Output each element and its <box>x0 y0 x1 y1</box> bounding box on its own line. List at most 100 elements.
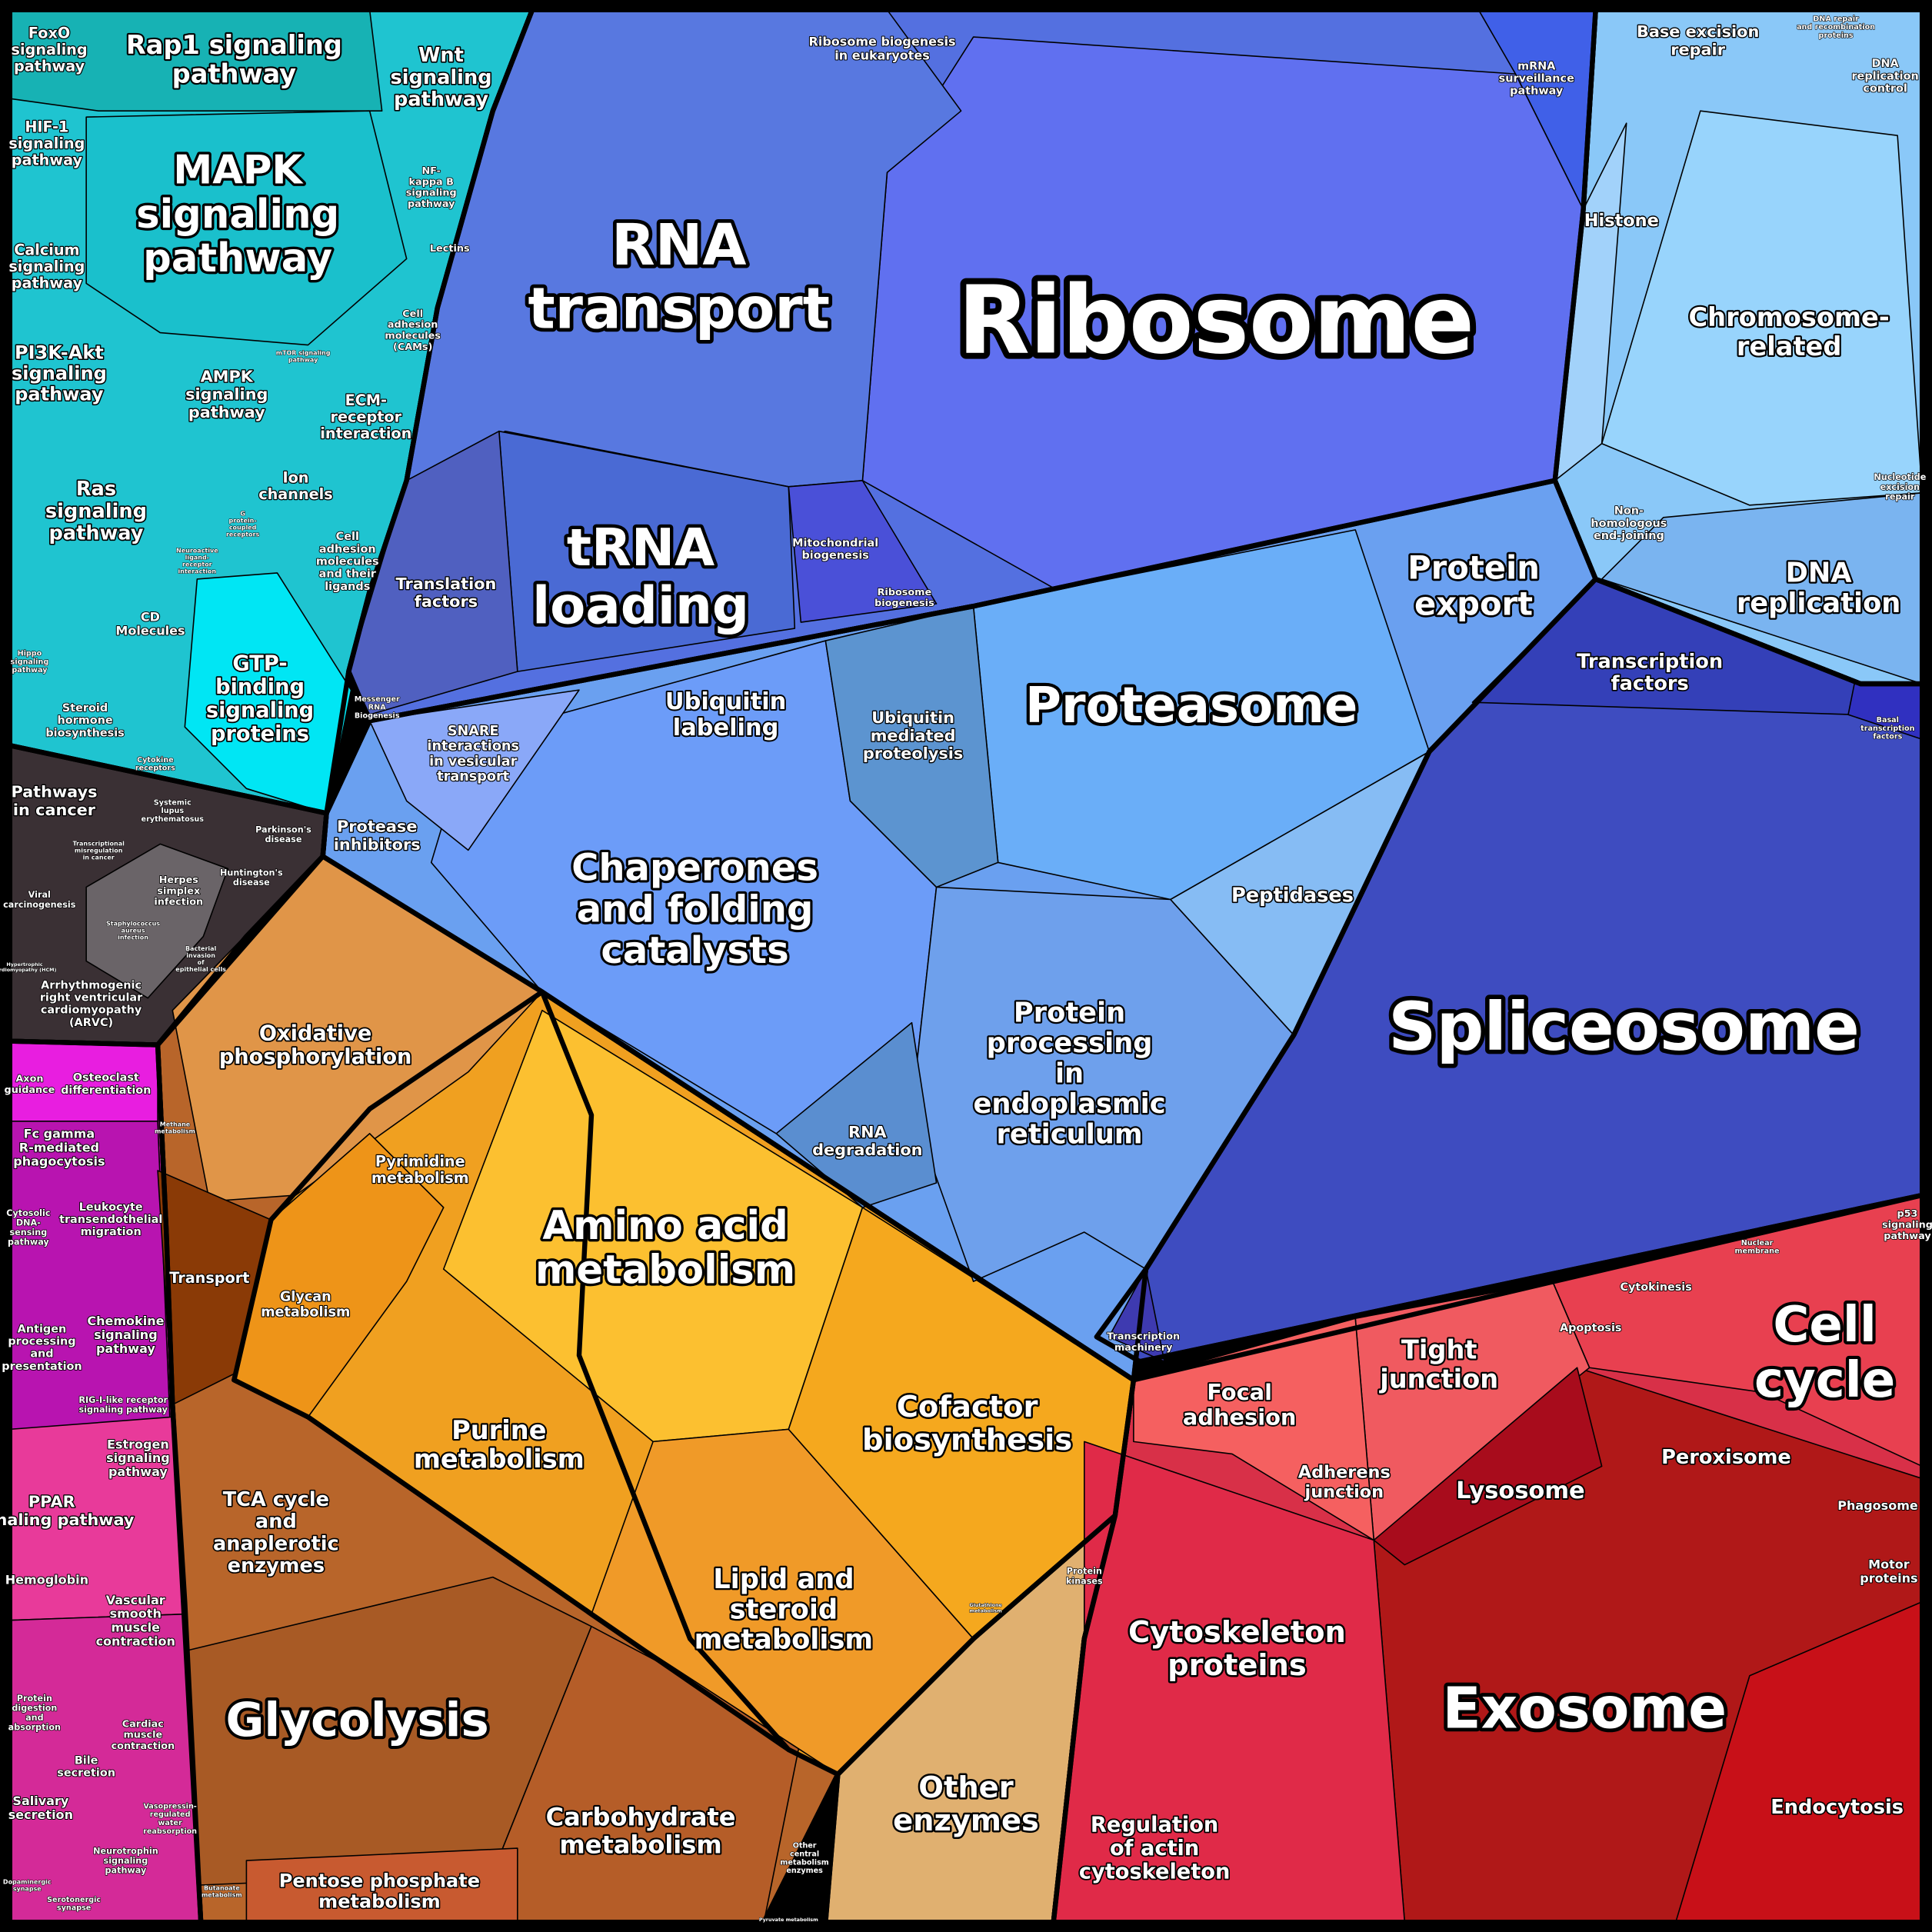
label: Wnt signaling pathway <box>390 44 491 111</box>
label-line: proteins <box>1860 1571 1917 1585</box>
label: Base excision repair <box>1637 22 1759 58</box>
label-line: repair <box>1671 41 1725 59</box>
label-line: metabolism <box>371 1169 469 1187</box>
label-line: proteins <box>211 722 309 746</box>
label-line: AMPK <box>201 367 254 385</box>
label-line: RNA <box>848 1123 887 1141</box>
label-line: Ubiquitin <box>665 688 786 715</box>
label-line: water <box>158 1818 182 1827</box>
label-line: machinery <box>1114 1341 1173 1353</box>
label: RIG-I-like receptor signaling pathway <box>78 1395 168 1415</box>
label: Bacterial invasion of epithelial cells <box>175 944 226 972</box>
label-line: pathway <box>1884 1230 1931 1241</box>
label: Protein kinases <box>1066 1566 1103 1586</box>
label-line: surveillance <box>1499 73 1574 85</box>
label: Glutathione metabolism <box>969 1602 1002 1614</box>
label-line: metabolism <box>970 1607 1003 1614</box>
label-line: processing <box>987 1027 1153 1058</box>
label-line: misregulation <box>75 847 123 854</box>
label-line: (CAMs) <box>393 341 432 352</box>
label-line: differentiation <box>61 1084 151 1097</box>
label-line: adhesion <box>319 543 376 555</box>
label: Hemoglobin <box>5 1572 88 1587</box>
label: RNA degradation <box>812 1123 922 1159</box>
label: Spliceosome <box>1388 989 1860 1066</box>
label-line: Purine <box>451 1414 546 1444</box>
label: Chemokine signaling pathway <box>87 1314 164 1356</box>
label: ECM-receptor interaction <box>320 391 411 441</box>
label-line: migration <box>81 1226 142 1238</box>
label-line: pathway <box>394 88 488 112</box>
label-line: DNA repair <box>1813 15 1859 23</box>
labels: FoxO signaling pathway Rap1 signaling pathw… <box>0 14 1932 1923</box>
label-line: coupled <box>229 524 257 531</box>
label-line: signaling <box>12 41 88 58</box>
label-line: mediated <box>871 726 956 744</box>
label: Nucleotide excision repair <box>1874 472 1926 501</box>
label: Oxidative phosphorylation <box>219 1021 412 1069</box>
label-line: pathway <box>1510 85 1564 98</box>
label-line: protein- <box>229 517 257 524</box>
label-line: Ion <box>282 468 308 486</box>
label: Ubiquitin labeling <box>665 688 786 741</box>
label: Peptidases <box>1231 884 1354 908</box>
label-line: end-joining <box>1594 530 1664 542</box>
label: Cell adhesion molecules (CAMs) <box>385 308 441 352</box>
label-line: Hypertrophic <box>6 961 42 968</box>
label-line: invasion <box>186 951 215 958</box>
label-line: Methane <box>160 1121 191 1128</box>
label-line: Butanoate <box>204 1884 240 1891</box>
label-line: in cancer <box>83 854 115 861</box>
label-line: Cell <box>1773 1297 1876 1354</box>
cell <box>368 689 580 851</box>
label: Translation factors <box>396 575 497 611</box>
label-line: pathway <box>172 58 296 88</box>
label-line: Protein <box>1014 997 1125 1028</box>
label-line: Glycan <box>280 1290 331 1305</box>
label-line: mRNA <box>1517 60 1556 72</box>
label-line: phagocytosis <box>13 1154 105 1168</box>
label-line: synapse <box>13 1885 42 1892</box>
label: Steroid hormone biosynthesis <box>45 702 124 739</box>
label-line: Antigen <box>18 1323 67 1335</box>
label-line: lupus <box>161 807 184 815</box>
label-line: signaling <box>136 192 339 238</box>
label-line: kappa B <box>409 176 454 188</box>
label-line: degradation <box>812 1141 922 1159</box>
label-line: pathway <box>408 198 455 210</box>
label: PI3K-Akt signaling pathway <box>12 342 107 405</box>
label-line: Molecules <box>115 623 185 638</box>
label: Chaperones and folding catalysts <box>571 846 818 972</box>
label: Pathways in cancer <box>11 783 97 819</box>
label-line: epithelial cells <box>175 965 226 972</box>
label-line: biosynthesis <box>862 1422 1072 1457</box>
label-line: Fc gamma <box>24 1126 95 1141</box>
label-line: repair <box>1885 491 1915 501</box>
label-line: R-mediated <box>19 1140 99 1154</box>
label-line: Bacterial <box>185 944 217 951</box>
label-line: Calcium <box>14 241 79 258</box>
label-line: regulated <box>150 1810 191 1819</box>
label: Antigen processing and presentation <box>2 1323 82 1372</box>
label-line: signaling <box>8 258 85 275</box>
label-line: Cardiac <box>122 1718 164 1730</box>
label-line: signaling <box>206 698 314 722</box>
label-line: metabolism <box>414 1444 585 1474</box>
label-line: Transcription <box>1107 1331 1180 1342</box>
label: Systemic lupus erythematosus <box>142 798 205 824</box>
label-line: muscle <box>123 1729 162 1740</box>
label-line: pathway <box>143 235 332 281</box>
label: DNA repair and recombination proteins <box>1797 15 1875 40</box>
label-line: enzymes <box>228 1554 325 1577</box>
label: Fc gamma R-mediated phagocytosis <box>13 1126 105 1168</box>
label-line: DNA <box>1786 557 1853 588</box>
label-line: and recombination <box>1797 23 1875 32</box>
label: Protease inhibitors <box>334 818 421 854</box>
label-line: DNA- <box>16 1217 41 1227</box>
label-line: contraction <box>112 1740 175 1752</box>
label: MAPK signaling pathway <box>136 147 339 281</box>
label: Cytokine receptors <box>135 755 175 772</box>
label-line: pathway <box>14 57 85 75</box>
label-line: Pyrimidine <box>375 1152 465 1170</box>
